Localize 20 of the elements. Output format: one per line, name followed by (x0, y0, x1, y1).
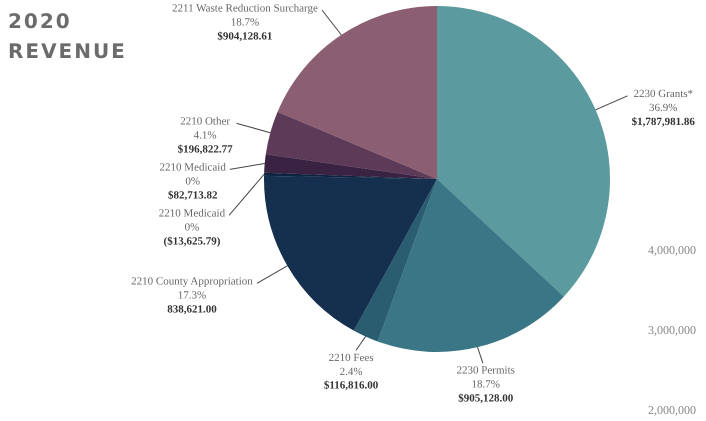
slice-label: 2210 Medicaid (158, 208, 226, 220)
data-label: 36.9% $1,787,981.86 (632, 102, 696, 128)
data-label: 0% ($13,625.79) (164, 222, 221, 248)
slice-label: 2210 Other (180, 116, 230, 128)
data-label: 18.7% $905,128.00 (458, 378, 514, 405)
data-label: 17.3% 838,621.00 (167, 290, 218, 316)
data-label: 2.4% $116,816.00 (324, 366, 379, 392)
text: 4,000,000 (648, 243, 696, 258)
slice-label: 2210 Fees (328, 352, 374, 364)
text: 2020 REVENUE (8, 8, 128, 65)
slice-label: 2230 Permits (456, 364, 515, 377)
slice-label: 2210 County Appropriation (131, 276, 254, 288)
text: 2,000,000 (648, 403, 696, 418)
slice-label: 2230 Grants* (633, 88, 694, 100)
data-label: 4.1% $196,822.77 (178, 130, 234, 156)
data-label: 0% $82,713.82 (168, 176, 218, 202)
slice-label: 2210 Medicaid (160, 162, 226, 174)
slice-label: 2211 Waste Reduction Surcharge (172, 2, 318, 14)
data-label: 18.7% $904,128.61 (217, 16, 272, 42)
text: 3,000,000 (648, 323, 696, 338)
